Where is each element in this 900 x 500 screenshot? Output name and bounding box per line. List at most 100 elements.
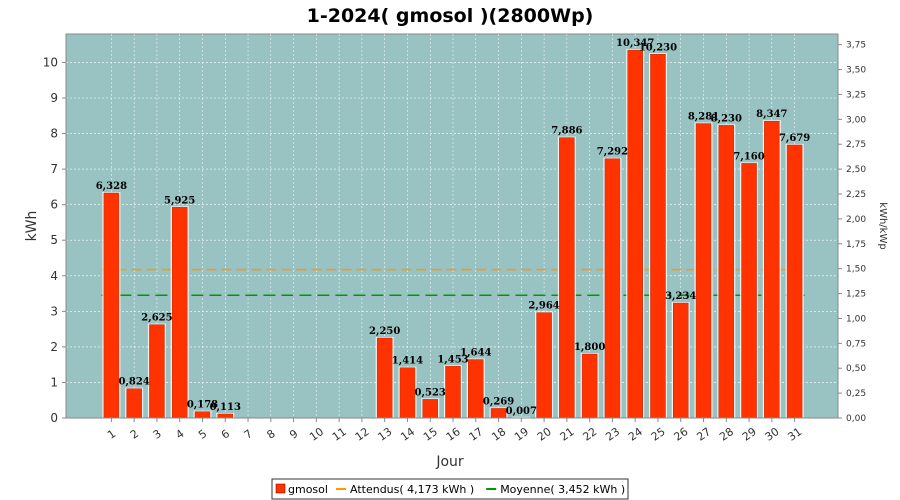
data-label: 5,925 [164, 195, 195, 206]
data-label: 0,113 [210, 402, 241, 413]
x-tick-label: 9 [287, 427, 300, 442]
data-label: 1,800 [574, 342, 605, 353]
y2-tick-label: 3,50 [846, 66, 866, 76]
y2-tick-label: 2,75 [846, 140, 866, 150]
y-tick-label: 10 [43, 55, 58, 69]
bar [672, 302, 689, 419]
x-axis-label: Jour [435, 454, 464, 470]
y2-tick-label: 1,50 [846, 265, 866, 275]
chart-title: 1-2024( gmosol )(2800Wp) [307, 5, 594, 27]
y2-tick-label: 0,00 [846, 414, 866, 424]
y-tick-label: 3 [50, 304, 58, 318]
legend-box [271, 478, 629, 500]
data-label: 3,234 [665, 291, 696, 302]
bar [126, 388, 142, 419]
data-label: 0,269 [483, 396, 514, 407]
bar [422, 399, 438, 419]
data-label: 8,347 [756, 109, 787, 120]
y2-tick-label: 3,00 [846, 115, 866, 125]
data-label: 1,644 [460, 348, 491, 359]
x-tick-label: 22 [580, 425, 599, 444]
x-tick-label: 10 [307, 425, 326, 444]
legend-swatch-gmosol [275, 483, 286, 494]
x-tick-label: 5 [196, 427, 209, 442]
y2-tick-label: 2,00 [846, 215, 866, 225]
bar [604, 158, 621, 419]
x-tick-label: 30 [763, 425, 782, 444]
y-tick-label: 1 [50, 375, 58, 389]
x-tick-label: 29 [740, 425, 759, 444]
x-tick-label: 24 [626, 425, 645, 444]
bar [695, 123, 712, 419]
x-tick-label: 20 [535, 425, 554, 444]
y2-tick-label: 1,00 [846, 314, 866, 324]
y2-tick-label: 0,50 [846, 364, 866, 374]
legend-label-moyenne: Moyenne( 3,452 kWh ) [500, 483, 625, 496]
data-label: 8,230 [711, 113, 742, 124]
y2-tick-label: 2,25 [846, 190, 866, 200]
x-tick-label: 14 [398, 425, 417, 444]
bar [741, 163, 757, 419]
y2-tick-label: 3,25 [846, 90, 866, 100]
data-label: 2,625 [141, 313, 172, 324]
x-tick-label: 4 [173, 427, 186, 442]
legend-label-gmosol: gmosol [288, 483, 328, 496]
bar [103, 192, 120, 419]
legend-label-attendus: Attendus( 4,173 kWh ) [350, 483, 474, 496]
x-tick-label: 11 [330, 425, 349, 444]
bar [217, 413, 234, 419]
x-tick-label: 18 [489, 425, 508, 444]
bar [468, 359, 484, 419]
y-axis-label: kWh [24, 211, 40, 242]
data-label: 0,007 [506, 406, 537, 417]
x-tick-label: 7 [242, 427, 255, 442]
y-tick-label: 2 [50, 340, 58, 354]
data-label: 0,824 [118, 377, 149, 388]
y-tick-label: 5 [50, 233, 58, 247]
x-tick-label: 27 [694, 425, 713, 444]
x-tick-label: 31 [785, 425, 804, 444]
y2-axis-label: kWh/kWp [877, 202, 888, 249]
bar [581, 353, 598, 419]
data-label: 8,281 [688, 112, 719, 123]
x-tick-label: 28 [717, 425, 736, 444]
data-label: 2,964 [528, 301, 559, 312]
y2-tick-label: 1,25 [846, 290, 866, 300]
y2-tick-label: 1,75 [846, 240, 866, 250]
data-label: 7,679 [779, 133, 810, 144]
bar [490, 408, 507, 419]
data-label: 7,292 [597, 147, 628, 158]
x-tick-label: 13 [376, 425, 395, 444]
x-tick-label: 2 [128, 427, 141, 442]
x-tick-label: 1 [105, 427, 118, 442]
y-tick-label: 0 [50, 411, 58, 425]
x-tick-label: 8 [264, 427, 277, 442]
bar-highlight [512, 416, 531, 418]
x-tick-label: 3 [151, 427, 164, 442]
data-label: 7,160 [733, 151, 764, 162]
y-tick-label: 7 [50, 162, 58, 176]
bar [194, 411, 211, 419]
y2-tick-label: 2,50 [846, 165, 866, 175]
bar [718, 125, 735, 419]
data-label: 1,414 [392, 356, 423, 367]
data-label: 10,347 [616, 38, 654, 49]
y2-tick-label: 3,75 [846, 41, 866, 51]
y2-tick-label: 0,75 [846, 339, 866, 349]
data-label: 0,523 [415, 387, 446, 398]
x-tick-label: 25 [649, 425, 668, 444]
x-tick-label: 21 [558, 425, 577, 444]
bar [650, 54, 666, 419]
x-tick-label: 17 [467, 425, 486, 444]
bar [149, 324, 165, 419]
legend: gmosol Attendus( 4,173 kWh ) Moyenne( 3,45… [271, 478, 629, 500]
x-tick-label: 19 [512, 425, 531, 444]
x-tick-label: 12 [353, 425, 372, 444]
data-label: 6,328 [96, 181, 127, 192]
data-label: 0,178 [187, 400, 218, 411]
bar [171, 207, 188, 419]
bar [376, 337, 393, 419]
x-tick-label: 6 [219, 427, 232, 442]
